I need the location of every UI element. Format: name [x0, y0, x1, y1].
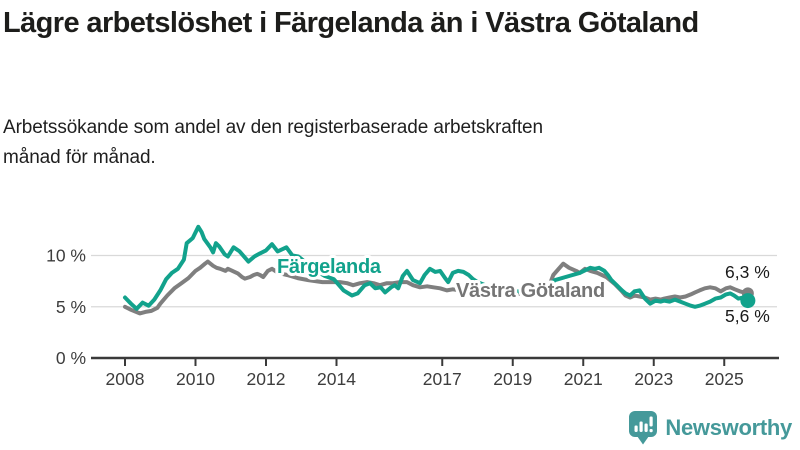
y-tick-label: 0 %	[56, 348, 86, 368]
y-tick-label: 5 %	[56, 297, 86, 317]
series-line-vastra-gotaland	[123, 259, 750, 316]
x-tick-label: 2017	[423, 369, 462, 389]
x-tick-label: 2008	[106, 369, 145, 389]
newsworthy-logo[interactable]: Newsworthy	[628, 410, 792, 445]
x-tick-label: 2010	[176, 369, 215, 389]
page-title: Lägre arbetslöshet i Färgelanda än i Väs…	[3, 7, 699, 39]
x-tick-label: 2025	[705, 369, 744, 389]
series-end-dot-fargelanda	[740, 293, 756, 309]
x-tick-label: 2012	[247, 369, 286, 389]
newsworthy-wordmark: Newsworthy	[665, 414, 792, 440]
end-value-label-vastra-gotaland: 6,3 %	[725, 262, 770, 282]
x-tick-label: 2014	[317, 369, 356, 389]
chart-subtitle: Arbetssökande som andel av den registerb…	[3, 117, 543, 168]
end-value-label-fargelanda: 5,6 %	[725, 306, 770, 326]
series-label-fargelanda: Färgelanda	[277, 256, 382, 278]
newsworthy-bubble-icon	[629, 411, 658, 445]
x-tick-label: 2019	[493, 369, 532, 389]
series-label-vastra-gotaland: Västra Götaland	[456, 280, 605, 302]
x-tick-label: 2023	[634, 369, 673, 389]
x-tick-label: 2021	[564, 369, 603, 389]
y-tick-label: 10 %	[46, 246, 86, 266]
series-line-fargelanda	[123, 224, 750, 311]
